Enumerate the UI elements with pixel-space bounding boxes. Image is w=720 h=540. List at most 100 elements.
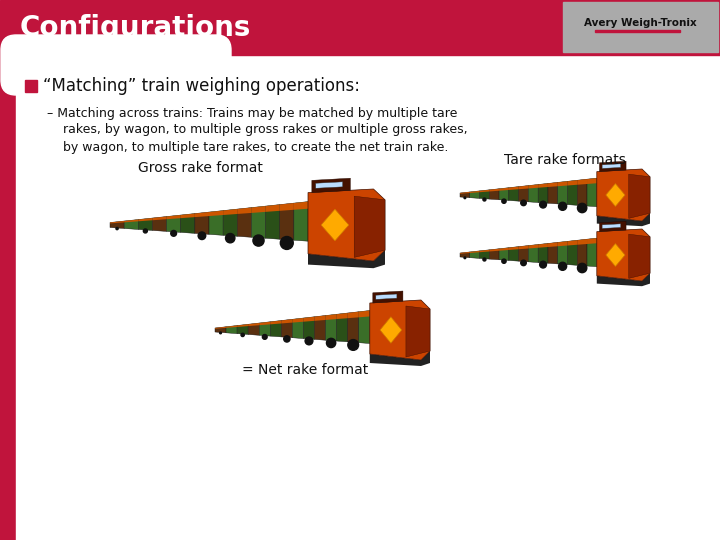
- Circle shape: [577, 264, 587, 273]
- Polygon shape: [518, 186, 528, 189]
- Polygon shape: [110, 221, 124, 228]
- Circle shape: [502, 199, 506, 204]
- Bar: [0, 0, 720, 55]
- Polygon shape: [292, 318, 303, 322]
- Polygon shape: [629, 174, 650, 218]
- Polygon shape: [166, 215, 181, 219]
- Circle shape: [280, 237, 293, 249]
- Polygon shape: [469, 191, 480, 193]
- Polygon shape: [587, 238, 597, 244]
- Text: Configurations: Configurations: [20, 14, 251, 42]
- Polygon shape: [469, 251, 480, 258]
- Polygon shape: [370, 300, 430, 360]
- Polygon shape: [490, 249, 499, 252]
- Polygon shape: [629, 234, 650, 279]
- Circle shape: [253, 235, 264, 246]
- Polygon shape: [577, 179, 587, 206]
- Polygon shape: [518, 246, 528, 262]
- Polygon shape: [237, 324, 248, 334]
- Polygon shape: [548, 242, 558, 264]
- Circle shape: [198, 232, 206, 240]
- Polygon shape: [538, 184, 548, 203]
- Polygon shape: [359, 310, 370, 318]
- Polygon shape: [153, 217, 166, 232]
- Polygon shape: [499, 188, 509, 191]
- Circle shape: [348, 340, 359, 350]
- Text: “Matching” train weighing operations:: “Matching” train weighing operations:: [43, 77, 360, 95]
- Polygon shape: [325, 314, 337, 341]
- Polygon shape: [251, 206, 266, 238]
- Bar: [563, 2, 718, 52]
- Polygon shape: [567, 180, 577, 205]
- Polygon shape: [380, 317, 402, 343]
- Polygon shape: [337, 313, 348, 319]
- Polygon shape: [282, 319, 292, 338]
- Polygon shape: [567, 240, 577, 246]
- Polygon shape: [538, 184, 548, 188]
- Polygon shape: [518, 186, 528, 202]
- Circle shape: [483, 258, 486, 261]
- Polygon shape: [238, 207, 251, 214]
- Polygon shape: [606, 244, 625, 266]
- Polygon shape: [308, 250, 385, 268]
- Polygon shape: [238, 207, 251, 237]
- Circle shape: [284, 336, 290, 342]
- Polygon shape: [460, 192, 469, 198]
- Polygon shape: [259, 322, 270, 325]
- Polygon shape: [266, 205, 279, 239]
- Polygon shape: [248, 323, 259, 335]
- Polygon shape: [597, 229, 650, 281]
- Polygon shape: [558, 181, 567, 186]
- Polygon shape: [354, 196, 385, 258]
- Bar: [16, 60, 720, 540]
- Polygon shape: [337, 313, 348, 342]
- Polygon shape: [226, 326, 237, 328]
- Polygon shape: [181, 213, 195, 218]
- Text: rakes, by wagon, to multiple gross rakes or multiple gross rakes,: rakes, by wagon, to multiple gross rakes…: [63, 124, 467, 137]
- Polygon shape: [460, 252, 469, 258]
- Polygon shape: [597, 213, 650, 226]
- Polygon shape: [376, 294, 397, 299]
- Polygon shape: [315, 315, 325, 321]
- Polygon shape: [195, 212, 209, 217]
- Polygon shape: [195, 212, 209, 234]
- Polygon shape: [558, 181, 567, 205]
- Polygon shape: [294, 201, 308, 210]
- Bar: [0, 55, 16, 540]
- Circle shape: [559, 262, 567, 271]
- Circle shape: [171, 231, 176, 237]
- Polygon shape: [577, 239, 587, 266]
- Polygon shape: [303, 317, 315, 322]
- Polygon shape: [270, 321, 282, 337]
- Polygon shape: [567, 180, 577, 186]
- Polygon shape: [499, 248, 509, 251]
- Polygon shape: [548, 242, 558, 247]
- Circle shape: [540, 201, 546, 208]
- Polygon shape: [606, 184, 625, 206]
- Polygon shape: [490, 249, 499, 260]
- Polygon shape: [469, 191, 480, 198]
- Polygon shape: [597, 273, 650, 286]
- Polygon shape: [587, 178, 597, 184]
- Polygon shape: [602, 224, 621, 228]
- Polygon shape: [528, 245, 538, 262]
- Text: Tare rake formats: Tare rake formats: [504, 153, 626, 167]
- Text: Avery Weigh-Tronix: Avery Weigh-Tronix: [584, 18, 696, 28]
- Polygon shape: [600, 221, 626, 232]
- Polygon shape: [587, 178, 597, 207]
- Polygon shape: [124, 220, 138, 229]
- Circle shape: [483, 198, 486, 201]
- Polygon shape: [294, 201, 308, 241]
- Polygon shape: [259, 322, 270, 336]
- Polygon shape: [315, 182, 343, 188]
- Polygon shape: [558, 241, 567, 265]
- Polygon shape: [528, 185, 538, 188]
- Polygon shape: [499, 188, 509, 200]
- Circle shape: [464, 197, 466, 199]
- Polygon shape: [480, 250, 490, 259]
- Polygon shape: [490, 189, 499, 200]
- Circle shape: [116, 227, 118, 230]
- Circle shape: [559, 202, 567, 211]
- Polygon shape: [279, 203, 294, 211]
- Polygon shape: [602, 164, 621, 168]
